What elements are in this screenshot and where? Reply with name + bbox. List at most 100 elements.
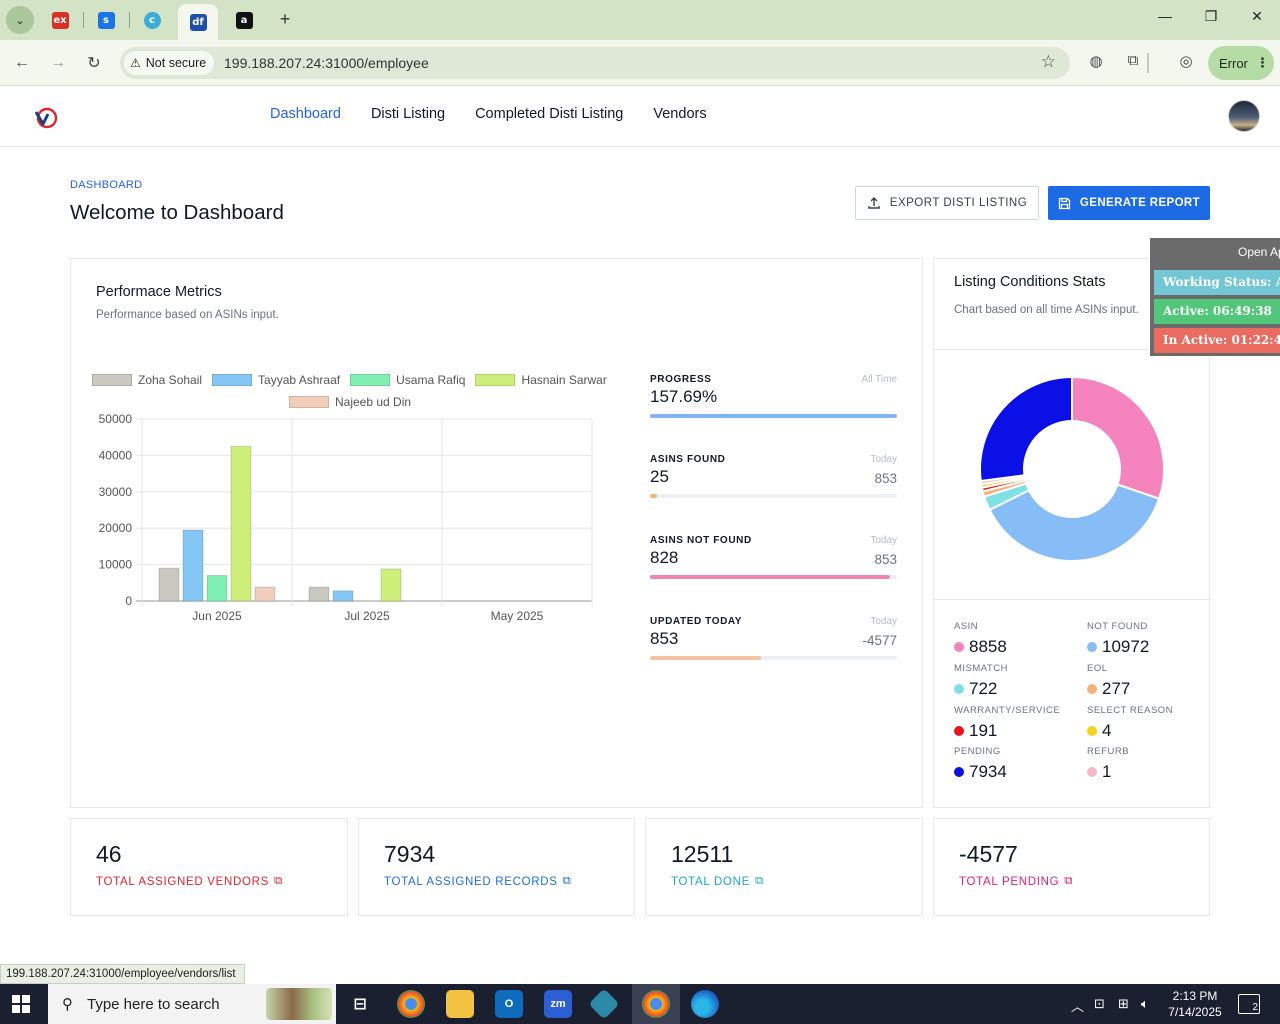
- generate-report-button[interactable]: GENERATE REPORT: [1048, 186, 1210, 220]
- search-highlight-image: [266, 988, 332, 1020]
- nav-completed-disti-listing[interactable]: Completed Disti Listing: [475, 106, 624, 122]
- donut-slice[interactable]: [1071, 375, 1165, 500]
- metric-label: ASINS NOT FOUND: [650, 535, 752, 546]
- stat-label: EOL: [1087, 663, 1108, 674]
- external-link-icon: ⧉: [1064, 875, 1074, 887]
- metric-total: 853: [874, 552, 897, 567]
- legend-item[interactable]: Tayyab Ashraaf: [212, 373, 340, 387]
- stat-asin: ASIN 8858: [954, 621, 1074, 657]
- bar[interactable]: [230, 445, 252, 602]
- kpi-label: TOTAL DONE: [671, 875, 750, 888]
- profile-icon[interactable]: ◎: [1179, 53, 1193, 70]
- bar[interactable]: [308, 586, 330, 602]
- stat-value: 10972: [1102, 637, 1150, 656]
- bar[interactable]: [206, 575, 228, 602]
- extensions-puzzle-icon[interactable]: ⧉: [1127, 52, 1139, 69]
- kpi-card-records: 7934 TOTAL ASSIGNED RECORDS ⧉: [358, 818, 635, 916]
- kpi-link-vendors[interactable]: TOTAL ASSIGNED VENDORS ⧉: [96, 875, 283, 888]
- kpi-link-done[interactable]: TOTAL DONE ⧉: [671, 875, 764, 888]
- chrome-app-icon[interactable]: [397, 990, 425, 1018]
- metric-progress: PROGRESS All Time 157.69%: [650, 374, 897, 418]
- profile-error-pill[interactable]: Error ⋮: [1208, 46, 1274, 80]
- app-diamond-icon[interactable]: [588, 988, 620, 1020]
- reload-icon[interactable]: ↻: [87, 55, 101, 72]
- translate-globe-icon[interactable]: ◍: [1089, 53, 1103, 70]
- bar[interactable]: [182, 529, 204, 602]
- progress-track: [650, 414, 897, 418]
- address-bar[interactable]: ⚠ Not secure 199.188.207.24:31000/employ…: [120, 47, 1070, 79]
- kebab-menu-icon[interactable]: ⋮: [1255, 55, 1269, 70]
- tab-search-chevron-icon[interactable]: ⌄: [6, 6, 34, 34]
- volume-icon[interactable]: 🔈︎: [1141, 996, 1149, 1011]
- kpi-link-records[interactable]: TOTAL ASSIGNED RECORDS ⧉: [384, 875, 572, 888]
- outlook-app-icon[interactable]: O: [495, 990, 523, 1018]
- close-window-icon[interactable]: ✕: [1251, 8, 1263, 24]
- cyan-dot-icon: [954, 684, 964, 694]
- legend-item[interactable]: Zoha Sohail: [92, 373, 202, 387]
- legend-item[interactable]: Usama Rafiq: [350, 373, 465, 387]
- tray-app-icon[interactable]: ⊡: [1094, 996, 1105, 1011]
- open-app-label[interactable]: Open Ap: [1238, 245, 1280, 259]
- metric-value: 828: [650, 548, 679, 567]
- user-avatar[interactable]: [1228, 100, 1260, 132]
- metric-total: 853: [874, 471, 897, 486]
- bar[interactable]: [380, 568, 402, 602]
- stat-mismatch: MISMATCH 722: [954, 663, 1074, 699]
- restore-icon[interactable]: ❐: [1204, 8, 1218, 24]
- progress-track: [650, 575, 897, 579]
- bar[interactable]: [332, 590, 354, 602]
- tray-chevron-icon[interactable]: ︿: [1071, 999, 1085, 1014]
- taskbar-clock[interactable]: 2:13 PM 7/14/2025: [1160, 988, 1230, 1020]
- forward-arrow-icon[interactable]: →: [50, 54, 66, 71]
- stat-label: NOT FOUND: [1087, 621, 1148, 632]
- windows-start-icon[interactable]: [12, 995, 30, 1013]
- legend-item[interactable]: Hasnain Sarwar: [475, 373, 607, 387]
- kpi-label: TOTAL ASSIGNED VENDORS: [96, 875, 270, 888]
- card-subtitle: Chart based on all time ASINs input.: [954, 304, 1139, 316]
- browser-tab-1[interactable]: ex: [42, 6, 78, 34]
- clock-date: 7/14/2025: [1168, 1005, 1222, 1019]
- browser-tab-3[interactable]: c: [134, 6, 170, 34]
- y-tick-label: 20000: [99, 521, 133, 535]
- y-tick-label: 30000: [99, 485, 133, 499]
- new-tab-plus-icon[interactable]: +: [279, 8, 291, 29]
- navy-dot-icon: [954, 767, 964, 777]
- zoom-app-icon[interactable]: zm: [544, 990, 572, 1018]
- brand-logo[interactable]: [34, 105, 58, 129]
- donut-slice[interactable]: [988, 483, 1161, 562]
- chrome-profile-app-icon[interactable]: [642, 990, 670, 1018]
- url-text[interactable]: 199.188.207.24:31000/employee: [224, 55, 429, 71]
- orange-dot-icon: [1087, 684, 1097, 694]
- file-explorer-icon[interactable]: [446, 990, 474, 1018]
- legend-item[interactable]: Najeeb ud Din: [289, 395, 411, 409]
- stat-value-row: 4: [1087, 721, 1207, 741]
- donut-slice[interactable]: [979, 375, 1073, 483]
- bar[interactable]: [254, 586, 276, 602]
- browser-tab-active[interactable]: df: [178, 4, 218, 40]
- browser-tab-5[interactable]: a: [226, 6, 262, 34]
- notification-center-icon[interactable]: 2: [1238, 994, 1260, 1014]
- minimize-icon[interactable]: —: [1158, 8, 1172, 24]
- kpi-link-pending[interactable]: TOTAL PENDING ⧉: [959, 875, 1073, 888]
- stat-value-row: 277: [1087, 679, 1207, 699]
- stat-value-row: 1: [1087, 762, 1207, 782]
- bookmark-star-icon[interactable]: ☆: [1040, 52, 1056, 71]
- light-pink-dot-icon: [1087, 767, 1097, 777]
- taskbar-search-box[interactable]: ⚲ Type here to search: [48, 984, 336, 1024]
- card-title: Listing Conditions Stats: [954, 274, 1106, 290]
- browser-tab-2[interactable]: s: [88, 6, 124, 34]
- nav-dashboard[interactable]: Dashboard: [270, 106, 341, 122]
- tab-favicon-icon: df: [189, 13, 207, 31]
- nav-vendors[interactable]: Vendors: [653, 106, 707, 122]
- task-view-icon[interactable]: ⊟: [353, 996, 367, 1013]
- bar[interactable]: [158, 567, 180, 602]
- export-disti-listing-button[interactable]: EXPORT DISTI LISTING: [855, 186, 1039, 220]
- network-icon[interactable]: ⊞: [1118, 996, 1129, 1011]
- tab-favicon-icon: c: [143, 11, 161, 29]
- x-tick-label: May 2025: [491, 609, 544, 623]
- back-arrow-icon[interactable]: ←: [14, 54, 30, 71]
- security-chip[interactable]: ⚠ Not secure: [124, 51, 215, 75]
- stat-value: 722: [969, 679, 998, 698]
- nav-disti-listing[interactable]: Disti Listing: [370, 106, 446, 122]
- edge-app-icon[interactable]: [691, 990, 719, 1018]
